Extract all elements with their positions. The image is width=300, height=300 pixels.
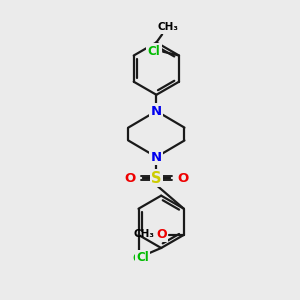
Text: Cl: Cl (136, 251, 149, 264)
Text: Cl: Cl (133, 252, 145, 265)
Text: N: N (151, 151, 162, 164)
Text: CH₃: CH₃ (157, 22, 178, 32)
Text: O: O (177, 172, 188, 184)
Text: Cl: Cl (148, 45, 161, 58)
Text: S: S (151, 171, 162, 186)
Text: O: O (156, 228, 167, 241)
Text: O: O (124, 172, 136, 184)
Text: O: O (156, 228, 167, 241)
Text: N: N (151, 105, 162, 118)
Text: CH₃: CH₃ (134, 229, 154, 239)
